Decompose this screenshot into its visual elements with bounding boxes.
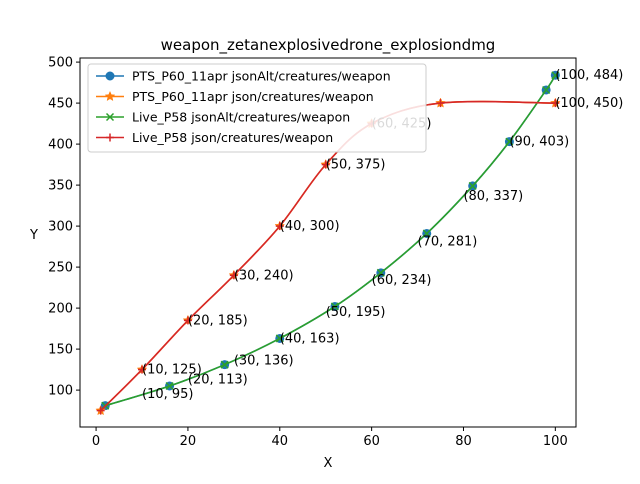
legend-item: Live_P58 json/creatures/weapon <box>96 130 333 145</box>
data-point <box>505 137 514 146</box>
legend-item: Live_P58 jsonAlt/creatures/weapon <box>96 110 350 125</box>
data-point-stroke <box>468 181 477 190</box>
data-label: (40, 163) <box>280 331 340 346</box>
data-label: (70, 281) <box>418 235 478 250</box>
x-axis-label: X <box>324 456 333 471</box>
y-tick-label: 100 <box>48 384 73 399</box>
data-point <box>165 381 174 391</box>
data-label: (30, 136) <box>234 354 294 369</box>
data-label: (80, 337) <box>463 189 523 204</box>
x-tick-label: 40 <box>272 434 289 449</box>
legend: PTS_P60_11apr jsonAlt/creatures/weapon PT… <box>87 63 427 153</box>
legend-swatch-marker <box>106 133 114 142</box>
legend-swatch-marker <box>105 112 115 122</box>
data-point <box>376 268 385 277</box>
data-point <box>96 406 105 415</box>
data-point-stroke <box>505 137 514 146</box>
y-tick-label: 200 <box>48 302 73 317</box>
legend-swatch-marker <box>105 71 115 81</box>
y-axis-label: Y <box>29 228 38 243</box>
data-label: (20, 113) <box>188 372 248 387</box>
y-tick-label: 350 <box>48 179 73 194</box>
data-point-stroke <box>165 381 174 391</box>
data-point <box>542 85 551 95</box>
legend-swatch-marker-stroke <box>105 112 115 122</box>
data-point-stroke <box>551 71 560 80</box>
data-point <box>229 271 238 280</box>
legend-label: PTS_P60_11apr json/creatures/weapon <box>132 89 374 104</box>
data-point <box>138 365 146 374</box>
data-point <box>275 334 284 343</box>
legend-item: PTS_P60_11apr jsonAlt/creatures/weapon <box>96 69 391 84</box>
x-tick-label: 60 <box>363 434 380 449</box>
x-tick-label: 0 <box>92 434 100 449</box>
data-label: (50, 375) <box>326 158 386 173</box>
chart-title: weapon_zetanexplosivedrone_explosiondmg <box>161 36 496 55</box>
data-label: (10, 95) <box>142 387 194 402</box>
y-tick-label: 150 <box>48 343 73 358</box>
data-point <box>220 360 229 369</box>
data-label: (30, 240) <box>234 268 294 283</box>
legend-label: Live_P58 json/creatures/weapon <box>132 130 333 145</box>
x-tick-label: 20 <box>180 434 197 449</box>
data-label: (50, 195) <box>326 305 386 320</box>
data-point <box>468 181 477 190</box>
data-point <box>436 99 445 108</box>
data-point <box>321 160 330 169</box>
data-point-stroke <box>422 229 431 238</box>
data-label: (90, 403) <box>509 135 569 150</box>
data-point-stroke <box>275 334 284 343</box>
plot-area: 0 20 40 60 80 100 100 150 200 250 300 350 400 450 500 (… <box>48 56 623 449</box>
y-tick-label: 450 <box>48 97 73 112</box>
x-tick-label: 80 <box>455 434 472 449</box>
y-tick-label: 500 <box>48 56 73 71</box>
y-tick-label: 250 <box>48 261 73 276</box>
data-label: (40, 300) <box>280 219 340 234</box>
legend-swatch-marker <box>104 90 116 102</box>
data-label: (100, 450) <box>555 96 623 111</box>
y-tick-label: 300 <box>48 220 73 235</box>
data-label: (100, 484) <box>555 68 623 83</box>
x-tick-label: 100 <box>543 434 568 449</box>
data-point <box>183 316 192 325</box>
legend-label: Live_P58 jsonAlt/creatures/weapon <box>132 110 350 125</box>
legend-item: PTS_P60_11apr json/creatures/weapon <box>96 89 374 104</box>
data-point <box>551 71 560 80</box>
data-point-stroke <box>542 85 551 95</box>
data-point <box>422 229 431 238</box>
axes-frame <box>79 57 577 428</box>
data-point-stroke <box>330 302 339 311</box>
data-label: (10, 125) <box>142 363 202 378</box>
data-point-stroke <box>220 360 229 369</box>
data-label: (20, 185) <box>188 313 248 328</box>
legend-box <box>87 63 427 153</box>
legend-label: PTS_P60_11apr jsonAlt/creatures/weapon <box>132 69 391 84</box>
data-point <box>275 222 284 231</box>
y-tick-label: 400 <box>48 138 73 153</box>
data-point-stroke <box>376 268 385 277</box>
data-point <box>551 99 560 108</box>
data-point <box>330 302 339 311</box>
data-label: (60, 234) <box>372 273 432 288</box>
